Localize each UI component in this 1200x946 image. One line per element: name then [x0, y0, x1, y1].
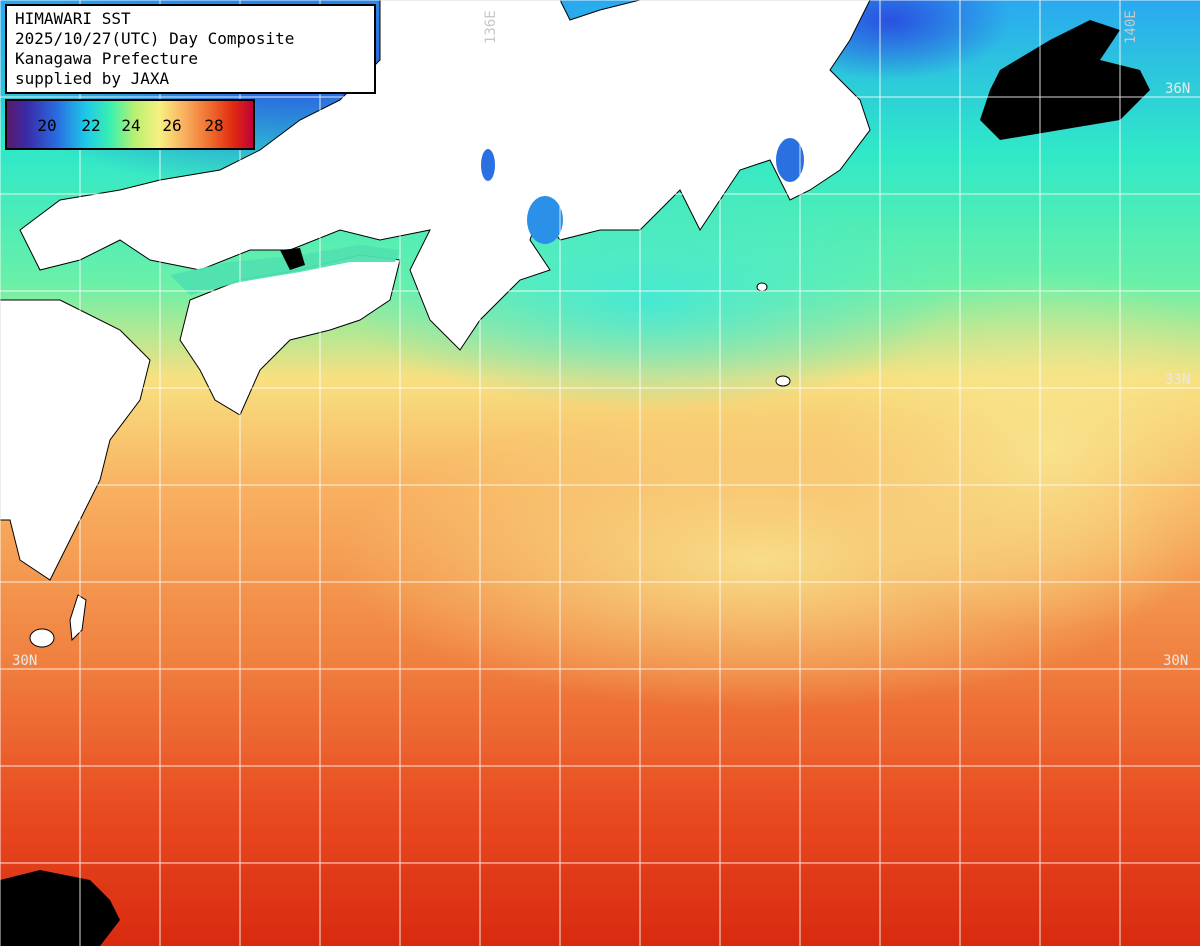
title-block: HIMAWARI SST 2025/10/27(UTC) Day Composi…: [5, 4, 376, 94]
date-line: 2025/10/27(UTC) Day Composite: [15, 29, 295, 48]
land-kyushu: [0, 299, 151, 581]
lat-label-36n: 36N: [1165, 81, 1191, 97]
lat-label-30n-left: 30N: [12, 653, 38, 669]
nodata-clouds: [0, 20, 1150, 946]
product-title: HIMAWARI SST: [15, 9, 131, 28]
colorbar-tick-20: 20: [37, 116, 57, 135]
credit-line: supplied by JAXA: [15, 69, 170, 88]
island-hachijo: [775, 375, 791, 387]
island-yakushima: [29, 628, 55, 648]
colorbar-tick-28: 28: [204, 116, 224, 135]
ise-bay: [527, 196, 563, 244]
supplier-line: Kanagawa Prefecture: [15, 49, 199, 68]
lat-label-30n-right: 30N: [1163, 653, 1189, 669]
colorbar-tick-24: 24: [121, 116, 141, 135]
land-honshu: [19, 0, 871, 351]
island-izu: [756, 282, 768, 292]
lat-label-33n: 33N: [1165, 372, 1191, 388]
colorbar-tick-26: 26: [162, 116, 182, 135]
tokyo-bay: [776, 138, 804, 182]
colorbar-tick-22: 22: [81, 116, 101, 135]
lon-label-136e: 136E: [483, 10, 499, 44]
warm-yellow-east: [830, 270, 1200, 630]
hamana-lake: [481, 149, 495, 181]
island-tanegashima: [69, 594, 87, 642]
lon-label-140e: 140E: [1123, 10, 1139, 44]
colorbar: 20 22 24 26 28: [5, 99, 255, 150]
inland-sea: [170, 245, 400, 295]
